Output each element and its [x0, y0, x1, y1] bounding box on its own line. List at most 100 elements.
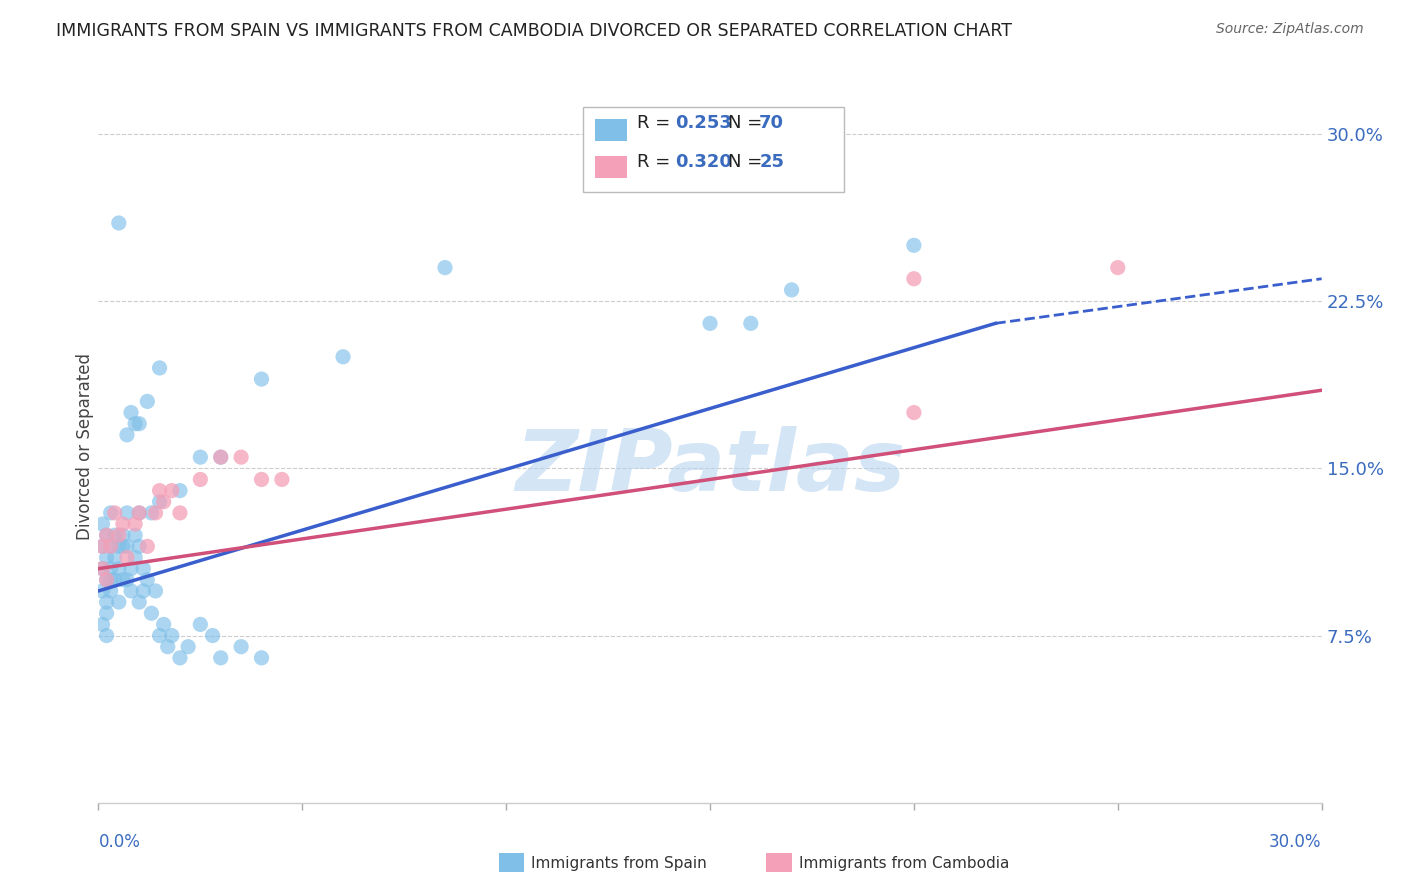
- Point: [111, 528, 134, 542]
- Text: Immigrants from Spain: Immigrants from Spain: [531, 856, 707, 871]
- Point: [96, 573, 118, 587]
- Point: [111, 517, 134, 532]
- Point: [124, 528, 146, 542]
- Text: N =: N =: [728, 153, 768, 170]
- Point: [96, 573, 118, 587]
- Point: [903, 271, 925, 285]
- Point: [145, 506, 167, 520]
- Point: [250, 473, 273, 487]
- Text: R =: R =: [637, 113, 676, 131]
- Point: [201, 628, 224, 642]
- Point: [104, 528, 127, 542]
- Point: [91, 517, 114, 532]
- Point: [100, 506, 122, 520]
- Point: [270, 473, 294, 487]
- Point: [111, 573, 134, 587]
- Point: [209, 651, 232, 665]
- Text: Source: ZipAtlas.com: Source: ZipAtlas.com: [1216, 22, 1364, 37]
- Point: [231, 450, 253, 465]
- Point: [108, 216, 131, 230]
- Point: [96, 550, 118, 565]
- Point: [104, 506, 127, 520]
- Point: [108, 528, 131, 542]
- Point: [108, 562, 131, 576]
- Point: [434, 260, 457, 275]
- Point: [169, 651, 191, 665]
- Point: [152, 494, 174, 508]
- Point: [91, 562, 114, 576]
- Point: [111, 539, 134, 553]
- Text: IMMIGRANTS FROM SPAIN VS IMMIGRANTS FROM CAMBODIA DIVORCED OR SEPARATED CORRELAT: IMMIGRANTS FROM SPAIN VS IMMIGRANTS FROM…: [56, 22, 1012, 40]
- Point: [740, 317, 762, 331]
- Point: [149, 628, 172, 642]
- Point: [136, 573, 159, 587]
- Point: [250, 651, 273, 665]
- Point: [152, 617, 174, 632]
- Point: [91, 539, 114, 553]
- Point: [96, 528, 118, 542]
- Point: [104, 550, 127, 565]
- Point: [108, 595, 131, 609]
- Point: [1107, 260, 1129, 275]
- Point: [160, 628, 183, 642]
- Text: 70: 70: [759, 113, 785, 131]
- Point: [115, 539, 138, 553]
- Point: [145, 583, 167, 598]
- Point: [100, 573, 122, 587]
- Point: [91, 583, 114, 598]
- Point: [91, 562, 114, 576]
- Text: N =: N =: [728, 113, 768, 131]
- Point: [149, 483, 172, 498]
- Point: [115, 550, 138, 565]
- Point: [209, 450, 232, 465]
- Point: [128, 595, 150, 609]
- Point: [120, 562, 142, 576]
- Point: [124, 517, 146, 532]
- Point: [332, 350, 354, 364]
- Point: [132, 562, 155, 576]
- Point: [96, 528, 118, 542]
- Point: [141, 506, 163, 520]
- Point: [96, 607, 118, 621]
- Point: [100, 562, 122, 576]
- Point: [699, 317, 721, 331]
- Point: [96, 595, 118, 609]
- Text: 25: 25: [759, 153, 785, 170]
- Point: [124, 417, 146, 431]
- Point: [903, 405, 925, 420]
- Text: 0.0%: 0.0%: [98, 833, 141, 851]
- Point: [149, 494, 172, 508]
- Point: [156, 640, 179, 654]
- Point: [91, 617, 114, 632]
- Point: [136, 539, 159, 553]
- Point: [128, 506, 150, 520]
- Point: [120, 583, 142, 598]
- Point: [100, 583, 122, 598]
- Point: [177, 640, 200, 654]
- Point: [169, 506, 191, 520]
- Point: [780, 283, 803, 297]
- Point: [100, 539, 122, 553]
- Point: [96, 628, 118, 642]
- Point: [115, 427, 138, 442]
- Text: ZIPatlas: ZIPatlas: [515, 425, 905, 509]
- Point: [141, 607, 163, 621]
- Point: [108, 539, 131, 553]
- Point: [128, 539, 150, 553]
- Point: [136, 394, 159, 409]
- Point: [91, 539, 114, 553]
- Text: R =: R =: [637, 153, 676, 170]
- Point: [231, 640, 253, 654]
- Point: [903, 238, 925, 252]
- Text: Immigrants from Cambodia: Immigrants from Cambodia: [799, 856, 1010, 871]
- Point: [160, 483, 183, 498]
- Text: 0.320: 0.320: [675, 153, 731, 170]
- Point: [169, 483, 191, 498]
- Point: [250, 372, 273, 386]
- Text: 0.253: 0.253: [675, 113, 731, 131]
- Point: [132, 583, 155, 598]
- Point: [188, 450, 212, 465]
- Y-axis label: Divorced or Separated: Divorced or Separated: [76, 352, 94, 540]
- Point: [115, 573, 138, 587]
- Point: [124, 550, 146, 565]
